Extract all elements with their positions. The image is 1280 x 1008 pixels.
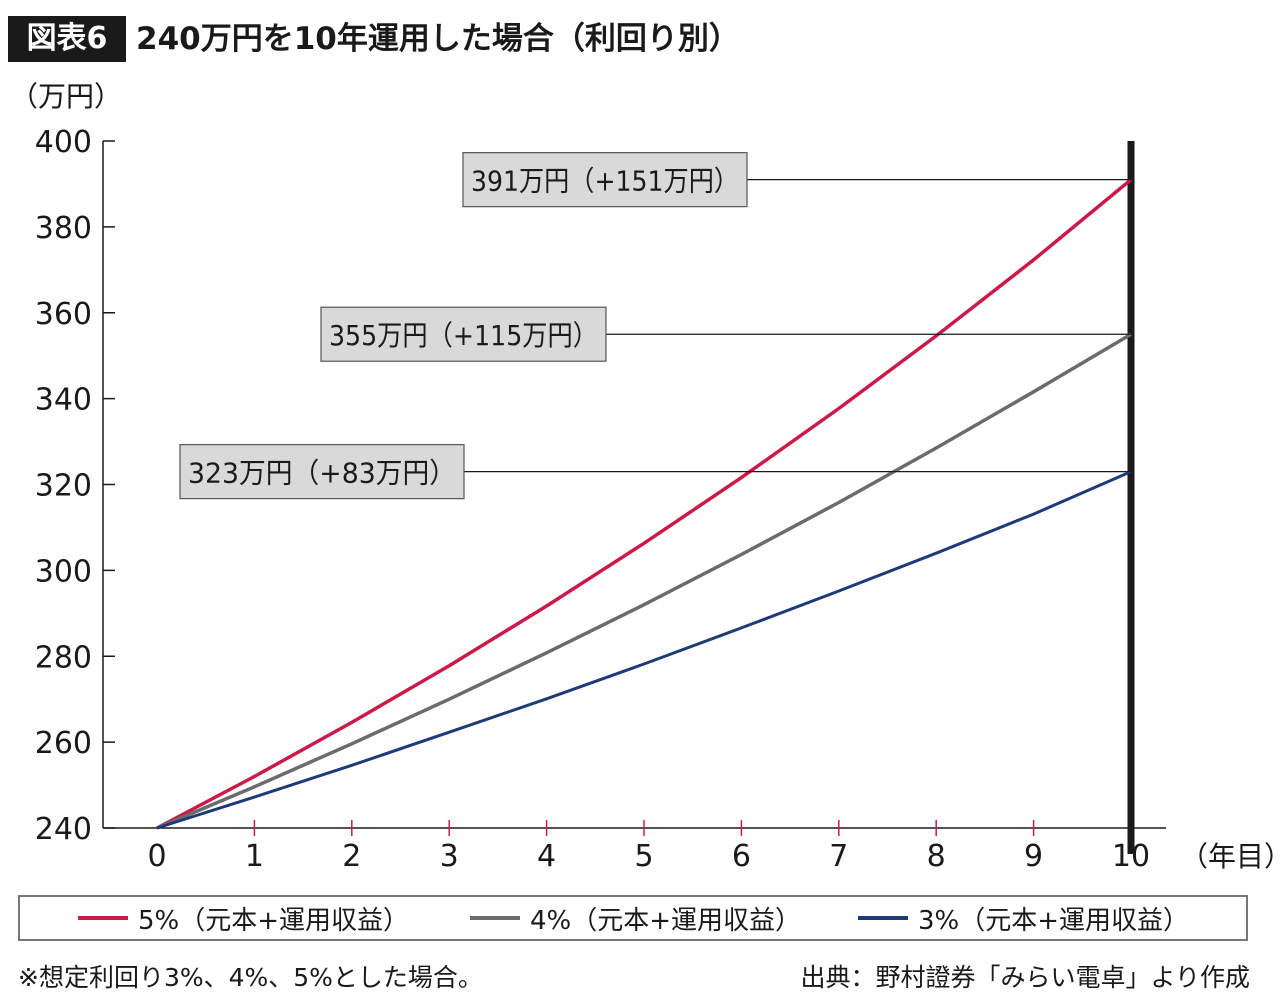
legend-swatch-4pct (470, 916, 520, 920)
callout-355-label: 355万円（+115万円） (329, 319, 598, 352)
x-tick-label: 6 (732, 839, 751, 874)
x-tick-label: 9 (1024, 839, 1043, 874)
source-note: 出典：野村證券「みらい電卓」より作成 (800, 963, 1250, 992)
callout-391-label: 391万円（+151万円） (471, 165, 739, 198)
legend-label-5pct: 5%（元本+運用収益） (138, 905, 410, 936)
callout-323-label: 323万円（+83万円） (188, 457, 456, 490)
footnote: ※想定利回り3%、4%、5%とした場合。 (18, 963, 483, 992)
x-tick-label: 2 (342, 839, 361, 874)
y-tick-label: 380 (35, 211, 92, 246)
y-tick-label: 240 (35, 812, 92, 847)
x-tick-label: 8 (927, 839, 946, 874)
legend-item-3pct: 3%（元本+運用収益） (858, 897, 1189, 939)
series-lines (156, 178, 1133, 830)
y-tick-label: 300 (35, 554, 92, 589)
x-tick-label: 4 (537, 839, 556, 874)
legend-label-3pct: 3%（元本+運用収益） (918, 905, 1190, 936)
legend-label-4pct: 4%（元本+運用収益） (530, 905, 802, 936)
callout-323-box (179, 444, 465, 500)
y-tick-label: 260 (35, 726, 92, 761)
legend-swatch-3pct (858, 916, 908, 920)
x-tick-label: 0 (147, 839, 166, 874)
line-chart: 240 260 280 300 320 340 360 380 400 （万円） 0 1 2 3 4 5 6 7 8… (10, 80, 1280, 874)
series-line-3pct (156, 470, 1132, 830)
legend-item-4pct: 4%（元本+運用収益） (470, 897, 801, 939)
y-tick-label: 340 (35, 383, 92, 418)
y-tick-label: 320 (35, 469, 92, 504)
y-tick-label: 360 (35, 297, 92, 332)
series-line-5pct (156, 178, 1133, 830)
x-axis-unit-label: （年目） (1180, 840, 1280, 873)
callout-391-box (462, 152, 748, 208)
callout-355-box (320, 306, 607, 362)
x-tick-label: 5 (634, 839, 653, 874)
x-tick-label: 3 (440, 839, 459, 874)
legend-swatch-5pct (78, 916, 128, 920)
chart-axes: 240 260 280 300 320 340 360 380 400 （万円） 0 1 2 3 4 5 6 7 8… (10, 80, 1280, 874)
x-tick-label: 1 (245, 839, 264, 874)
chart-title: 240万円を10年運用した場合（利回り別） (136, 21, 740, 57)
series-line-4pct (156, 332, 1132, 830)
x-tick-label: 7 (829, 839, 848, 874)
chart-legend: 5%（元本+運用収益） 4%（元本+運用収益） 3%（元本+運用収益） (18, 895, 1248, 941)
value-callouts: 391万円（+151万円） 355万円（+115万円） 323万円（+83万円） (179, 152, 1131, 500)
y-tick-label: 280 (35, 640, 92, 675)
figure-number-badge: 図表6 (8, 16, 126, 62)
legend-item-5pct: 5%（元本+運用収益） (78, 897, 409, 939)
y-tick-label: 400 (35, 125, 92, 160)
y-axis-unit-label: （万円） (10, 80, 122, 113)
